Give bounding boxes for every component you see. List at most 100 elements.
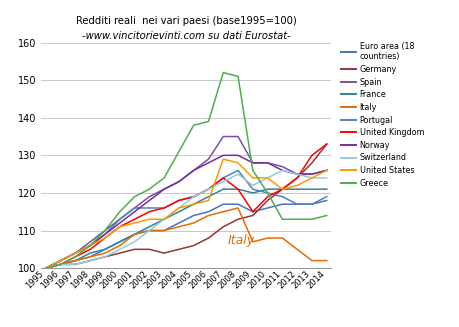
Portugal: [146, 206, 152, 210]
Greece: [308, 217, 314, 221]
Line: France: France: [46, 189, 326, 268]
United States: [308, 176, 314, 180]
Portugal: [250, 187, 255, 191]
Greece: [43, 266, 49, 270]
Portugal: [117, 217, 122, 221]
Portugal: [190, 195, 196, 198]
Switzerland: [294, 172, 299, 176]
Norway: [190, 168, 196, 172]
United Kingdom: [161, 206, 167, 210]
France: [190, 202, 196, 206]
Greece: [279, 217, 285, 221]
Spain: [146, 195, 152, 198]
Line: Greece: Greece: [46, 73, 326, 268]
Switzerland: [131, 240, 137, 244]
France: [308, 187, 314, 191]
France: [176, 210, 181, 214]
France: [205, 195, 211, 198]
Norway: [73, 251, 78, 255]
Switzerland: [205, 187, 211, 191]
Norway: [58, 259, 63, 263]
United Kingdom: [323, 142, 329, 146]
United Kingdom: [220, 176, 225, 180]
Portugal: [294, 202, 299, 206]
United States: [161, 217, 167, 221]
Greece: [250, 168, 255, 172]
Italy: [190, 221, 196, 225]
Switzerland: [279, 168, 285, 172]
Line: United States: United States: [46, 159, 326, 268]
United States: [43, 266, 49, 270]
Euro area (18
countries): [190, 214, 196, 217]
Euro area (18
countries): [146, 229, 152, 232]
Switzerland: [264, 176, 270, 180]
United Kingdom: [205, 187, 211, 191]
Norway: [279, 168, 285, 172]
Greece: [102, 229, 107, 232]
Spain: [73, 251, 78, 255]
United Kingdom: [176, 198, 181, 202]
United States: [279, 187, 285, 191]
Greece: [235, 74, 241, 78]
Euro area (18
countries): [117, 240, 122, 244]
United States: [250, 176, 255, 180]
Euro area (18
countries): [161, 229, 167, 232]
Switzerland: [117, 247, 122, 251]
Switzerland: [176, 206, 181, 210]
Germany: [294, 176, 299, 180]
Italy: [176, 225, 181, 229]
Germany: [146, 247, 152, 251]
Switzerland: [220, 180, 225, 184]
United States: [205, 198, 211, 202]
Germany: [205, 236, 211, 240]
Norway: [161, 187, 167, 191]
United States: [102, 236, 107, 240]
Switzerland: [73, 262, 78, 266]
Germany: [264, 198, 270, 202]
Switzerland: [323, 176, 329, 180]
United States: [117, 225, 122, 229]
Euro area (18
countries): [279, 202, 285, 206]
Euro area (18
countries): [205, 210, 211, 214]
Norway: [43, 266, 49, 270]
France: [131, 232, 137, 236]
Italy: [87, 255, 93, 259]
United Kingdom: [131, 217, 137, 221]
Germany: [323, 142, 329, 146]
Italy: [161, 229, 167, 232]
United Kingdom: [43, 266, 49, 270]
United Kingdom: [73, 255, 78, 259]
United States: [58, 259, 63, 263]
Spain: [161, 187, 167, 191]
Text: -www.vincitorievinti.com su dati Eurostat-: -www.vincitorievinti.com su dati Eurosta…: [82, 31, 290, 41]
United States: [131, 221, 137, 225]
Euro area (18
countries): [220, 202, 225, 206]
Spain: [176, 180, 181, 184]
Italy: [73, 259, 78, 263]
United Kingdom: [250, 210, 255, 214]
Spain: [205, 157, 211, 161]
Euro area (18
countries): [250, 210, 255, 214]
Legend: Euro area (18
countries), Germany, Spain, France, Italy, Portugal, United Kingdo: Euro area (18 countries), Germany, Spain…: [340, 42, 423, 188]
Spain: [294, 172, 299, 176]
Norway: [323, 168, 329, 172]
Italy: [279, 236, 285, 240]
Germany: [102, 255, 107, 259]
Line: Italy: Italy: [46, 208, 326, 268]
Switzerland: [87, 259, 93, 263]
France: [73, 259, 78, 263]
Portugal: [205, 187, 211, 191]
Line: United Kingdom: United Kingdom: [46, 144, 326, 268]
Switzerland: [308, 176, 314, 180]
Germany: [87, 259, 93, 263]
Text: Italy: Italy: [227, 234, 254, 247]
Norway: [102, 232, 107, 236]
Italy: [264, 236, 270, 240]
Line: Germany: Germany: [46, 144, 326, 268]
Spain: [264, 161, 270, 165]
United Kingdom: [87, 247, 93, 251]
Switzerland: [146, 229, 152, 232]
Greece: [58, 262, 63, 266]
Portugal: [87, 244, 93, 248]
Greece: [323, 214, 329, 217]
